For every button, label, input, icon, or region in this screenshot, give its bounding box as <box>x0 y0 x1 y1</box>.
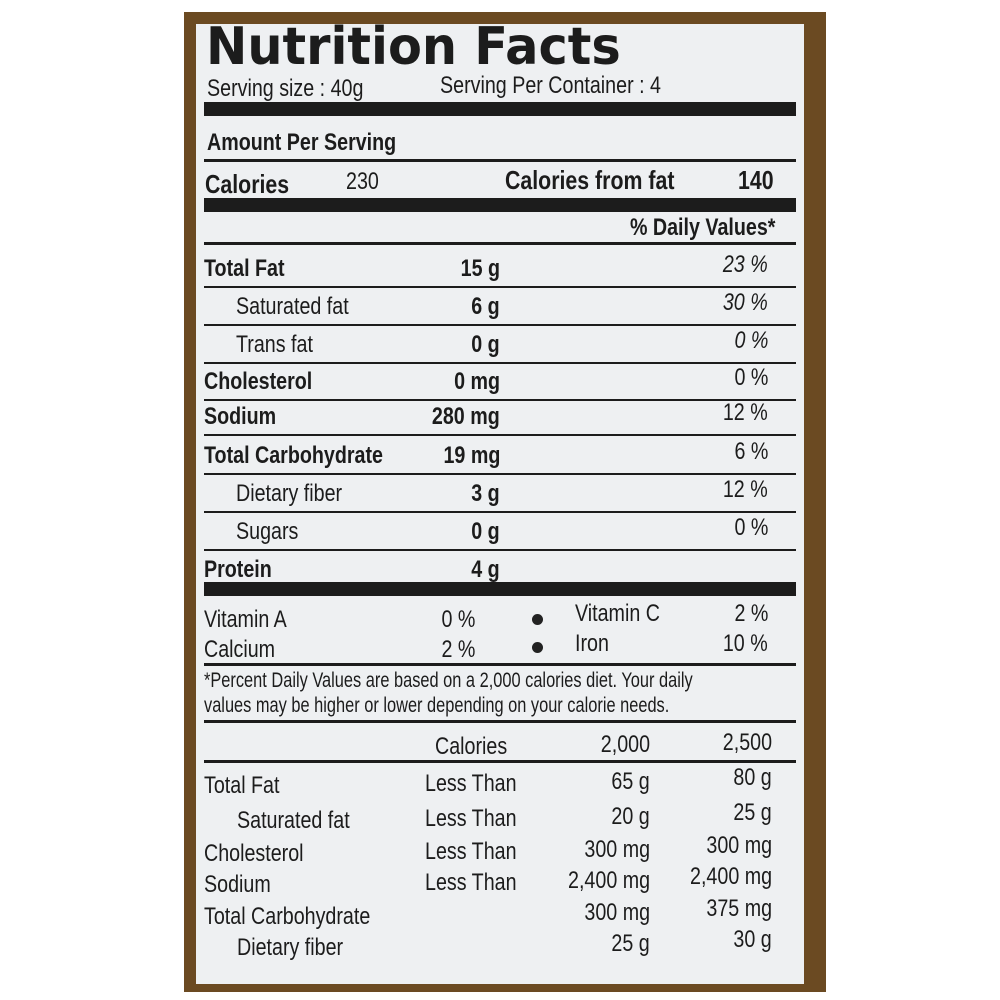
vitamin-value: 0 % <box>441 606 475 633</box>
vitamin-value: 10 % <box>723 630 768 657</box>
reference-value-2500: 2,400 mg <box>689 863 772 890</box>
nutrient-amount: 0 mg <box>454 368 500 395</box>
reference-value-2500: 80 g <box>733 764 772 791</box>
calories-value: 230 <box>346 168 379 195</box>
divider <box>204 242 796 245</box>
divider <box>204 399 796 401</box>
divider <box>204 511 796 513</box>
nutrient-daily-value: 0 % <box>734 514 768 541</box>
nutrient-name: Saturated fat <box>236 293 349 320</box>
reference-value-2000: 65 g <box>611 768 650 795</box>
nutrition-label <box>196 24 804 984</box>
nutrient-name: Total Fat <box>204 255 285 282</box>
servings-per-container: Serving Per Container : 4 <box>440 72 661 99</box>
nutrient-name: Sugars <box>236 518 299 545</box>
vitamin-value: 2 % <box>441 636 475 663</box>
amount-per-serving: Amount Per Serving <box>207 129 397 156</box>
label-title: Nutrition Facts <box>206 17 621 77</box>
nutrient-name: Dietary fiber <box>236 480 343 507</box>
reference-row-name: Sodium <box>204 871 271 898</box>
reference-row-name: Cholesterol <box>204 840 304 867</box>
nutrient-daily-value: 12 % <box>723 399 768 426</box>
nutrient-daily-value: 0 % <box>734 364 768 391</box>
reference-row-condition: Less Than <box>425 770 517 797</box>
reference-row-condition: Less Than <box>425 838 517 865</box>
divider <box>204 760 796 763</box>
reference-value-2000: 20 g <box>611 803 650 830</box>
nutrient-daily-value: 0 % <box>734 327 768 354</box>
calories-from-fat-value: 140 <box>738 165 774 195</box>
serving-size: Serving size : 40g <box>207 75 364 102</box>
reference-value-2000: 300 mg <box>584 836 650 863</box>
nutrient-daily-value: 6 % <box>734 438 768 465</box>
footnote-line-2: values may be higher or lower depending … <box>204 694 670 717</box>
nutrient-amount: 280 mg <box>432 403 500 430</box>
divider <box>204 324 796 326</box>
divider <box>204 549 796 551</box>
vitamin-value: 2 % <box>734 600 768 627</box>
ref-header-2000: 2,000 <box>600 731 650 758</box>
divider <box>204 159 796 162</box>
vitamin-name: Vitamin C <box>575 600 660 627</box>
footnote-line-1: *Percent Daily Values are based on a 2,0… <box>204 669 693 692</box>
nutrient-daily-value: 23 % <box>723 251 768 278</box>
nutrient-amount: 6 g <box>471 293 500 320</box>
nutrient-name: Sodium <box>204 403 277 430</box>
reference-value-2500: 30 g <box>733 926 772 953</box>
nutrient-amount: 0 g <box>471 518 500 545</box>
divider <box>204 663 796 666</box>
divider <box>204 473 796 475</box>
nutrient-daily-value: 12 % <box>723 476 768 503</box>
reference-value-2500: 25 g <box>733 799 772 826</box>
reference-row-name: Saturated fat <box>237 807 350 834</box>
vitamin-name: Vitamin A <box>204 606 287 633</box>
bullet-icon <box>532 614 543 625</box>
divider-thick <box>204 198 796 212</box>
reference-row-name: Total Carbohydrate <box>204 903 371 930</box>
vitamin-name: Calcium <box>204 636 276 663</box>
nutrient-amount: 3 g <box>471 480 500 507</box>
calories-from-fat-label: Calories from fat <box>505 165 675 195</box>
reference-row-condition: Less Than <box>425 869 517 896</box>
reference-row-name: Dietary fiber <box>237 934 344 961</box>
nutrient-amount: 0 g <box>471 331 500 358</box>
nutrient-name: Protein <box>204 556 272 583</box>
nutrient-name: Cholesterol <box>204 368 313 395</box>
reference-value-2000: 25 g <box>611 930 650 957</box>
nutrient-name: Trans fat <box>236 331 313 358</box>
vitamin-name: Iron <box>575 630 609 657</box>
divider <box>204 720 796 723</box>
divider-thick <box>204 582 796 596</box>
ref-header-2500: 2,500 <box>722 729 772 756</box>
divider <box>204 362 796 364</box>
reference-value-2000: 2,400 mg <box>567 867 650 894</box>
divider-thick <box>204 102 796 116</box>
calories-label: Calories <box>205 169 290 199</box>
reference-row-name: Total Fat <box>204 772 280 799</box>
reference-value-2500: 375 mg <box>706 895 772 922</box>
bullet-icon <box>532 642 543 653</box>
divider <box>204 286 796 288</box>
divider <box>204 434 796 436</box>
reference-value-2500: 300 mg <box>706 832 772 859</box>
nutrient-amount: 19 mg <box>443 442 500 469</box>
nutrient-amount: 4 g <box>471 556 500 583</box>
nutrient-name: Total Carbohydrate <box>204 442 383 469</box>
nutrient-amount: 15 g <box>460 255 500 282</box>
nutrient-daily-value: 30 % <box>723 289 768 316</box>
reference-value-2000: 300 mg <box>584 899 650 926</box>
reference-row-condition: Less Than <box>425 805 517 832</box>
ref-header-calories: Calories <box>435 733 508 760</box>
daily-values-header: % Daily Values* <box>629 214 775 241</box>
